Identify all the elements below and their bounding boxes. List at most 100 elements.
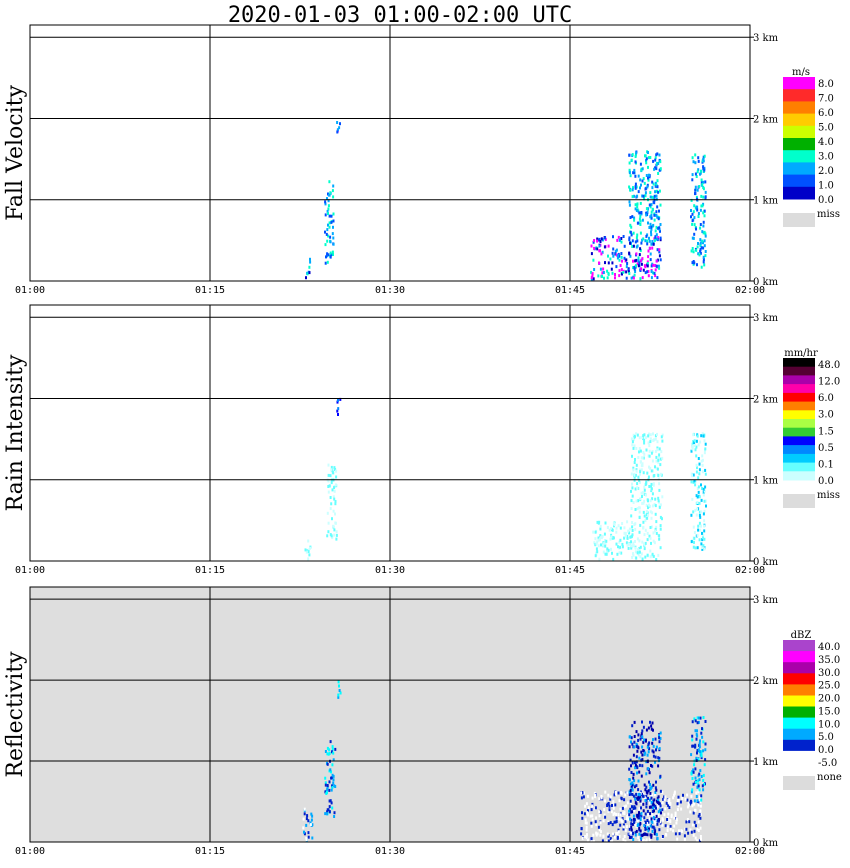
echo-cell [702,258,705,261]
echo-cell [694,767,697,771]
echo-cell [695,824,697,828]
echo-cell [614,273,616,276]
echo-cell [333,486,335,490]
echo-cell [620,240,623,244]
echo-cell [697,803,700,807]
echo-cell [700,775,703,778]
echo-cell [586,833,588,837]
echo-cell [650,819,653,823]
legend-label: 2.0 [818,166,834,177]
echo-cell [673,816,676,820]
echo-cell [631,443,634,447]
echo-cell [332,751,335,755]
echo-cell [636,766,639,770]
echo-cell [581,836,584,840]
echo-cell [331,785,334,789]
echo-cell [613,820,616,824]
echo-cell [615,813,618,816]
echo-cell [701,458,704,462]
echo-cell [657,162,660,165]
echo-cell [692,210,695,214]
echo-cell [638,770,641,774]
echo-cell [676,808,679,812]
echo-cell [652,474,655,478]
echo-cell [642,510,645,514]
echo-cell [605,839,608,843]
echo-cell [640,241,643,245]
echo-cell [694,729,697,733]
echo-cell [636,482,639,486]
echo-cell [691,823,694,827]
echo-cell [333,489,336,493]
x-tick-label: 01:30 [375,565,405,576]
echo-cell [651,721,654,725]
echo-cell [615,530,618,534]
echo-cell [640,732,643,736]
echo-cell [325,255,327,259]
echo-cell [635,499,638,503]
echo-cell [628,168,631,172]
echo-cell [631,818,634,822]
echo-cell [657,460,660,464]
echo-cell [646,210,649,214]
echo-cell [328,748,331,752]
echo-cell [634,527,637,531]
echo-cell [642,725,645,729]
echo-cell [650,817,653,821]
echo-cell [638,763,641,767]
echo-cell [633,266,636,269]
echo-cell [645,493,647,497]
echo-cell [645,174,648,177]
echo-cell [334,483,337,487]
echo-cell [329,740,332,744]
echo-cell [697,757,700,761]
echo-cell [652,815,655,819]
echo-cell [690,799,692,803]
legend-swatch [783,640,815,652]
echo-cell [591,802,594,806]
echo-cell [599,810,602,814]
echo-cell [611,823,614,827]
echo-cell [585,825,588,829]
echo-cell [694,743,697,747]
echo-cell [637,788,640,792]
echo-cell [697,782,700,786]
echo-cell [703,244,706,248]
echo-cell [650,242,653,246]
echo-cell [692,250,695,254]
echo-cell [656,432,658,436]
echo-cell [597,544,600,548]
echo-cell [603,813,606,817]
echo-cell [630,225,633,229]
echo-cell [659,203,662,207]
echo-cell [333,815,336,818]
echo-cell [612,235,614,239]
echo-cell [330,481,333,485]
echo-cell [626,543,629,547]
echo-cell [306,814,309,818]
echo-cell [657,813,660,817]
echo-cell [617,254,619,258]
echo-cell [699,171,702,175]
echo-cell [336,400,339,404]
echo-cell [326,812,329,816]
echo-cell [696,208,699,212]
echo-cell [702,749,705,753]
echo-cell [638,826,641,830]
echo-cell [593,541,596,545]
y-tick-label: 0 km [753,838,779,849]
echo-cell [338,689,341,692]
echo-cell [331,517,333,521]
echo-cell [331,470,334,474]
echo-cell [696,721,699,725]
echo-cell [329,474,332,478]
echo-cell [329,768,332,772]
echo-cell [591,818,594,822]
echo-cell [699,804,702,808]
echo-cell [641,218,644,222]
echo-cell [324,750,327,753]
echo-cell [630,740,632,744]
echo-cell [692,260,695,263]
